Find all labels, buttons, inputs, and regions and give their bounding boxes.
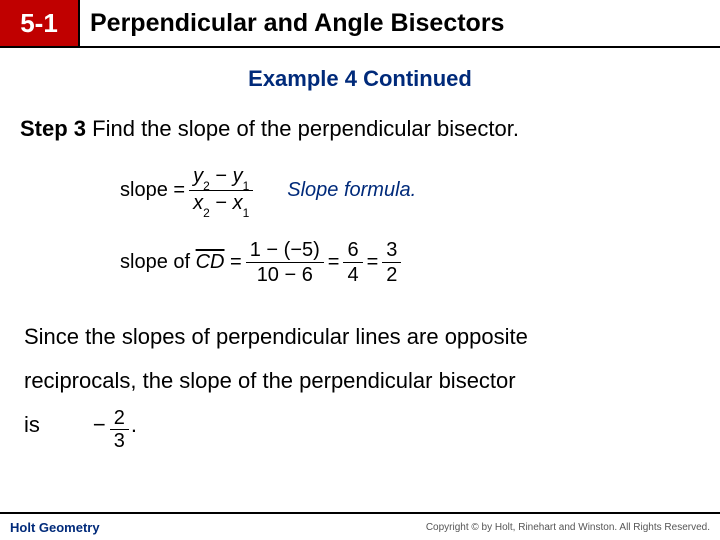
frac-step2: 6 4 xyxy=(343,238,362,287)
step-text: Find the slope of the perpendicular bise… xyxy=(92,116,519,141)
slope-formula: slope = y2 − y1 x2 − x1 xyxy=(120,164,257,218)
conclusion-line2: reciprocals, the slope of the perpendicu… xyxy=(24,359,696,403)
slope-cd-lhs: slope of CD = xyxy=(120,251,242,274)
answer-negative: − xyxy=(93,412,106,437)
conclusion-text: Since the slopes of perpendicular lines … xyxy=(24,315,696,449)
slope-formula-note: Slope formula. xyxy=(287,179,416,202)
answer-fraction: 2 3 xyxy=(110,407,129,452)
step-label: Step 3 xyxy=(20,116,86,141)
example-subtitle: Example 4 Continued xyxy=(0,66,720,92)
header-bar: 5-1 Perpendicular and Angle Bisectors xyxy=(0,0,720,48)
frac-step3: 3 2 xyxy=(382,238,401,287)
slope-fraction: y2 − y1 x2 − x1 xyxy=(189,164,253,218)
segment-cd: CD xyxy=(196,251,225,273)
footer-copyright: Copyright © by Holt, Rinehart and Winsto… xyxy=(426,522,710,533)
slope-formula-row: slope = y2 − y1 x2 − x1 Slope formula. xyxy=(120,164,720,218)
frac-step1: 1 − (−5) 10 − 6 xyxy=(246,238,324,287)
section-number: 5-1 xyxy=(0,0,80,46)
step-instruction: Step 3 Find the slope of the perpendicul… xyxy=(20,116,700,142)
footer-brand: Holt Geometry xyxy=(10,520,100,535)
conclusion-line1: Since the slopes of perpendicular lines … xyxy=(24,315,696,359)
slope-lhs: slope = xyxy=(120,179,185,202)
section-title: Perpendicular and Angle Bisectors xyxy=(80,0,720,46)
footer-bar: Holt Geometry Copyright © by Holt, Rineh… xyxy=(0,512,720,540)
slope-cd-row: slope of CD = 1 − (−5) 10 − 6 = 6 4 = 3 … xyxy=(120,238,720,287)
conclusion-line3: is − 2 3 . xyxy=(24,403,696,449)
